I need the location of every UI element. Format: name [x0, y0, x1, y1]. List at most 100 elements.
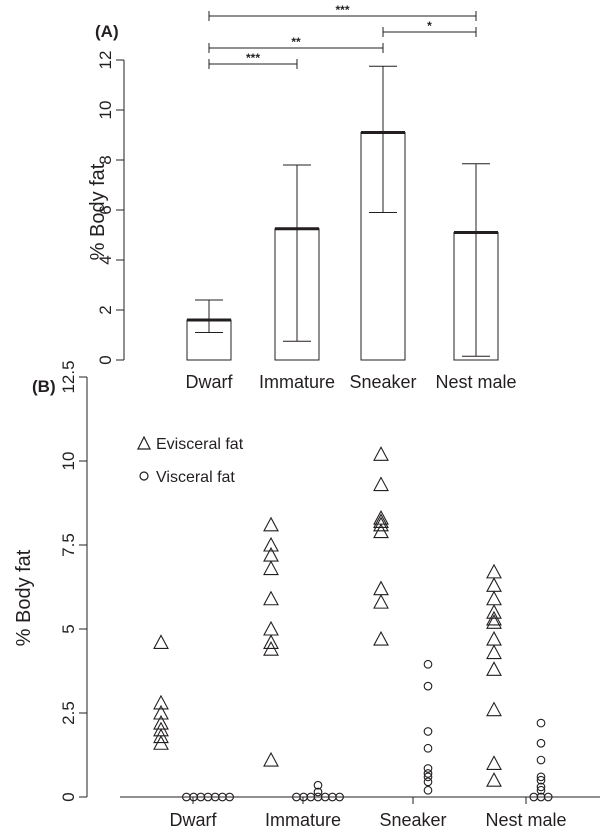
triangle-point-dwarf — [153, 694, 169, 710]
panel-b-y-axis-title: % Body fat — [13, 549, 35, 646]
circle-point-sneaker — [423, 777, 433, 787]
panel-b-y-tick-label: 12.5 — [59, 360, 78, 393]
circle-point-sneaker — [423, 769, 433, 778]
triangle-point-immature — [263, 620, 279, 636]
circle-point-immature — [313, 787, 323, 797]
panel-b-x-axis: Dwarf Immature Sneaker Nest male — [120, 796, 600, 830]
circle-point-nest-male — [536, 772, 546, 782]
significance-label: *** — [246, 51, 260, 65]
triangle-point-immature — [263, 516, 279, 532]
panel-a-y-tick-label: 4 — [96, 255, 115, 264]
circle-point-sneaker — [423, 681, 433, 691]
x-tick-label-nest-male: Nest male — [435, 372, 516, 392]
circle-point-sneaker — [423, 772, 433, 782]
panel-a-bars — [186, 131, 499, 361]
circle-point-nest-male — [536, 755, 546, 765]
significance-label: * — [427, 19, 432, 33]
triangle-point-sneaker — [373, 523, 389, 539]
triangle-point-sneaker — [373, 516, 389, 532]
triangle-point-nest-male — [486, 701, 502, 717]
triangle-point-immature — [263, 536, 279, 552]
triangle-point-sneaker — [373, 476, 389, 492]
panel-a-y-tick-label: 8 — [96, 155, 115, 164]
panel-a-y-tick-label: 12 — [96, 51, 115, 70]
panel-a-y-axis-title: % Body fat — [87, 163, 109, 260]
panel-a-label: (A) — [95, 22, 119, 41]
panel-b-y-tick-label: 10 — [59, 452, 78, 471]
x-tick-label-dwarf: Dwarf — [185, 372, 233, 392]
triangle-point-sneaker — [373, 580, 389, 596]
triangle-point-nest-male — [486, 604, 502, 619]
panel-b-y-tick-label: 5 — [59, 624, 78, 633]
circle-point-dwarf — [225, 792, 234, 802]
legend-circle-marker — [139, 471, 149, 481]
circle-point-nest-male — [536, 775, 546, 785]
triangle-point-dwarf — [153, 735, 169, 750]
panel-a-y-tick-label: 0 — [96, 355, 115, 364]
panel-b-legend: Evisceral fat Visceral fat — [137, 435, 244, 486]
triangle-point-sneaker — [373, 593, 389, 609]
legend-visceral-label: Visceral fat — [156, 469, 235, 486]
circle-point-nest-male — [536, 785, 546, 795]
panel-b-y-tick-label: 7.5 — [59, 533, 78, 557]
significance-label: ** — [291, 35, 301, 49]
panel-a-significance-brackets: ********* — [208, 3, 477, 69]
triangle-point-nest-male — [486, 772, 502, 787]
panel-a-y-axis: 0 2 4 6 8 10 12 — [96, 51, 125, 365]
panel-b-points — [153, 446, 553, 802]
triangle-point-immature — [263, 751, 279, 767]
circle-point-immature — [313, 780, 323, 790]
circle-point-immature — [335, 792, 344, 802]
panel-b-scatter-chart: (B) % Body fat 0 2.5 5 7.5 10 12.5 Dwarf Immat… — [13, 360, 600, 830]
panel-a-bar-chart: (A) % Body fat 0 2 4 6 8 10 12 Dwarf Immature Sn… — [87, 3, 517, 392]
triangle-point-immature — [263, 640, 279, 656]
circle-point-sneaker — [423, 764, 433, 773]
triangle-point-dwarf — [153, 634, 169, 649]
x-tick-label-immature: Immature — [259, 372, 335, 392]
legend-triangle-marker — [137, 435, 151, 450]
triangle-point-immature — [263, 590, 279, 606]
triangle-point-nest-male — [486, 590, 502, 606]
panel-b-y-axis: 0 2.5 5 7.5 10 12.5 — [59, 360, 88, 802]
panel-a-y-tick-label: 6 — [96, 205, 115, 214]
circle-point-nest-male — [536, 718, 546, 728]
legend-evisceral-label: Evisceral fat — [156, 436, 244, 453]
triangle-point-immature — [263, 634, 279, 649]
panel-b-x-tick-label-sneaker: Sneaker — [379, 810, 446, 830]
circle-point-nest-male — [536, 782, 546, 792]
panel-a-x-tick-labels: Dwarf Immature Sneaker Nest male — [185, 372, 516, 392]
triangle-point-nest-male — [486, 644, 502, 660]
triangle-point-nest-male — [486, 755, 502, 770]
panel-b-x-tick-label-nest-male: Nest male — [485, 810, 566, 830]
significance-label: *** — [335, 3, 349, 17]
triangle-point-immature — [263, 546, 279, 562]
triangle-point-sneaker — [373, 513, 389, 529]
x-tick-label-sneaker: Sneaker — [349, 372, 416, 392]
triangle-point-nest-male — [486, 577, 502, 592]
triangle-point-nest-male — [486, 610, 502, 626]
circle-point-sneaker — [423, 743, 433, 753]
panel-a-y-tick-label: 10 — [96, 101, 115, 120]
circle-point-sneaker — [423, 727, 433, 736]
panel-b-y-tick-label: 0 — [59, 792, 78, 801]
panel-a-y-tick-label: 2 — [96, 305, 115, 314]
panel-b-x-tick-label-dwarf: Dwarf — [169, 810, 217, 830]
triangle-point-nest-male — [486, 630, 502, 646]
triangle-point-dwarf — [153, 728, 169, 744]
circle-point-nest-male — [543, 792, 553, 802]
panel-b-label: (B) — [32, 377, 56, 396]
panel-b-y-tick-label: 2.5 — [59, 701, 78, 725]
circle-point-sneaker — [423, 785, 433, 795]
triangle-point-dwarf — [153, 704, 169, 720]
triangle-point-immature — [263, 560, 279, 576]
panel-a-error-bars — [195, 65, 490, 357]
triangle-point-sneaker — [373, 630, 389, 646]
circle-point-nest-male — [536, 738, 546, 748]
triangle-point-sneaker — [373, 446, 389, 461]
triangle-point-nest-male — [486, 661, 502, 676]
triangle-point-nest-male — [486, 563, 502, 579]
circle-point-sneaker — [423, 659, 433, 669]
triangle-point-nest-male — [486, 614, 502, 629]
panel-b-x-tick-label-immature: Immature — [265, 810, 341, 830]
